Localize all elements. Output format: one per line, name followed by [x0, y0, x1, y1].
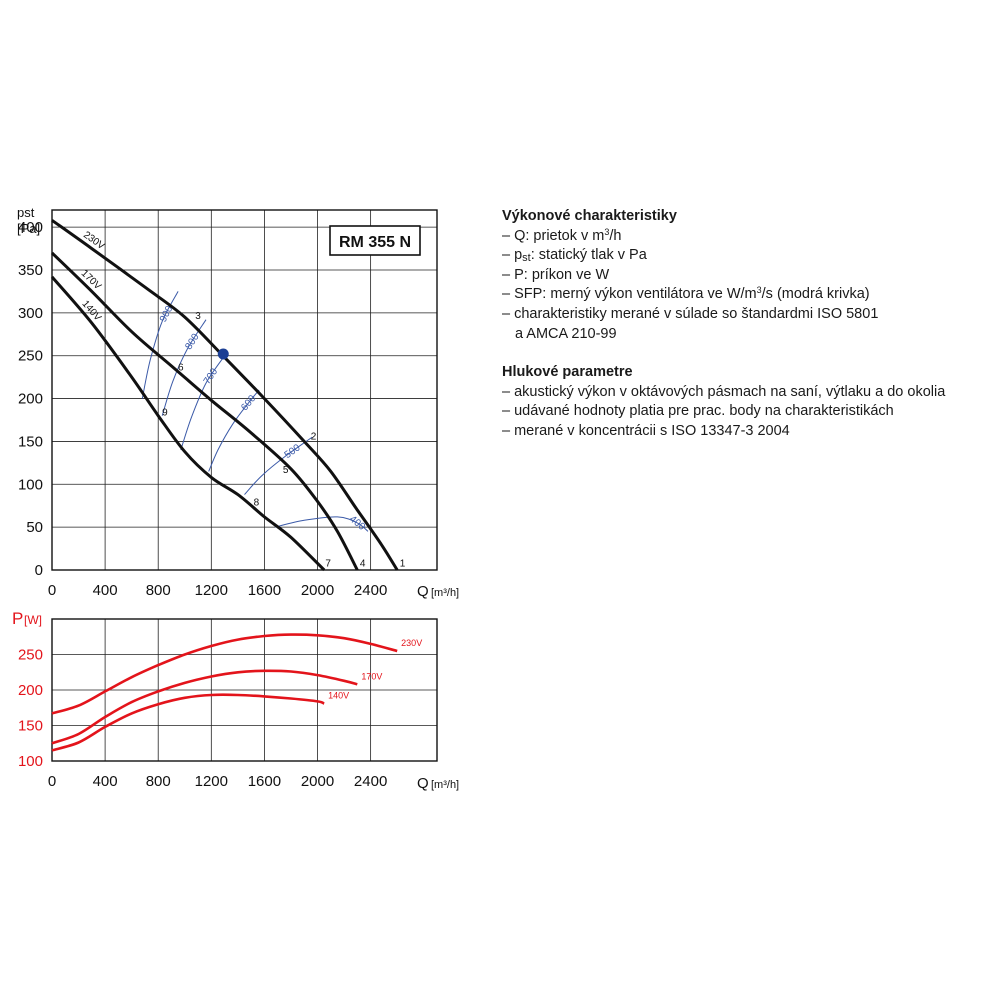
x-axis-unit: [m³/h] — [431, 587, 459, 599]
y-tick-label: 250 — [18, 348, 43, 365]
sfp-curve — [208, 389, 260, 472]
performance-item: – P: príkon ve W — [502, 266, 610, 283]
point-label: 8 — [254, 498, 260, 509]
x-tick-label: 2000 — [301, 773, 334, 790]
plot-frame — [51, 618, 438, 762]
x-tick-label: 2400 — [354, 773, 387, 790]
x-tick-label: 400 — [93, 582, 118, 599]
y-tick-label: 100 — [18, 476, 43, 493]
y-tick-label: 350 — [18, 262, 43, 279]
fan-curve — [50, 275, 326, 572]
x-tick-label: 0 — [48, 773, 56, 790]
y-axis-label: P — [12, 609, 23, 628]
point-label: 7 — [325, 559, 331, 570]
power-curve — [51, 633, 398, 715]
point-label: 4 — [360, 559, 366, 570]
x-tick-label: 800 — [146, 582, 171, 599]
x-axis-unit: [m³/h] — [431, 779, 459, 791]
sfp-label: 600 — [239, 393, 258, 413]
noise-item: – merané v koncentrácii s ISO 13347-3 20… — [502, 422, 790, 439]
y-tick-label: 150 — [18, 718, 43, 735]
noise-item: – udávané hodnoty platia pre prac. body … — [502, 403, 894, 420]
power-chart: 0 400 800 1200 1600 2000 2400 100 150 200 250 P [W] Q… — [12, 609, 459, 792]
y-tick-label: 250 — [18, 647, 43, 664]
point-label: 5 — [283, 465, 289, 476]
sfp-label: 800 — [183, 332, 201, 352]
y-tick-label: 100 — [18, 753, 43, 770]
voltage-label: 230V — [401, 638, 422, 648]
x-tick-label: 1600 — [248, 582, 281, 599]
performance-item: – charakteristiky merané v súlade so šta… — [502, 305, 879, 322]
point-label: 3 — [195, 311, 201, 322]
x-tick-label: 400 — [93, 773, 118, 790]
performance-item: – Q: prietok v m3/h — [502, 226, 622, 244]
sfp-curve — [274, 516, 369, 532]
x-tick-label: 1200 — [195, 582, 228, 599]
sfp-label: 700 — [202, 366, 221, 386]
y-axis-unit: [Pa] — [17, 221, 40, 236]
y-tick-label: 0 — [35, 562, 43, 579]
x-tick-label: 0 — [48, 582, 56, 599]
performance-heading: Výkonové charakteristiky — [502, 208, 677, 224]
performance-item: – pst: statický tlak v Pa — [502, 247, 647, 265]
y-tick-label: 150 — [18, 433, 43, 450]
voltage-label: 140V — [328, 690, 349, 700]
y-axis-label: pst — [17, 205, 35, 220]
fan-curve — [51, 219, 399, 571]
point-label: 1 — [400, 559, 406, 570]
sfp-curve — [244, 436, 313, 495]
performance-list-continuation: a AMCA 210-99 — [515, 325, 617, 342]
power-curve — [51, 669, 358, 745]
x-tick-label: 800 — [146, 773, 171, 790]
chart-title: RM 355 N — [339, 234, 411, 251]
noise-item: – akustický výkon v oktávových pásmach n… — [502, 383, 946, 400]
y-tick-label: 300 — [18, 305, 43, 322]
y-tick-label: 200 — [18, 682, 43, 699]
characteristics-description: Výkonové charakteristiky – Q: prietok v … — [502, 207, 992, 442]
x-axis-label: Q — [417, 583, 429, 600]
y-tick-label: 200 — [18, 391, 43, 408]
sfp-curve — [161, 319, 207, 416]
y-tick-label: 50 — [26, 519, 43, 536]
point-label: 6 — [178, 362, 184, 373]
point-label: 2 — [311, 432, 317, 443]
sfp-label: 500 — [283, 442, 303, 461]
noise-list: – akustický výkon v oktávových pásmach n… — [502, 383, 992, 442]
y-tick-label: 400 — [18, 219, 43, 236]
sfp-label: 400 — [347, 514, 367, 533]
voltage-label: 170V — [361, 671, 382, 681]
operating-point — [217, 348, 229, 360]
pressure-chart: 0 400 800 1200 1600 2000 240005010015020025030… — [17, 205, 459, 600]
noise-heading: Hlukové parametre — [502, 364, 633, 381]
performance-item: – SFP: merný výkon ventilátora ve W/m3/s… — [502, 285, 870, 303]
model-title-box — [329, 225, 421, 256]
plot-frame — [51, 209, 438, 571]
fan-curve — [50, 251, 359, 571]
performance-list: – Q: prietok v m3/h – pst: statický tlak … — [502, 227, 992, 325]
x-tick-label: 2400 — [354, 582, 387, 599]
sfp-curve — [141, 291, 179, 399]
point-label: 9 — [162, 408, 168, 419]
x-axis-label: Q — [417, 775, 429, 792]
x-tick-label: 2000 — [301, 582, 334, 599]
sfp-curve — [180, 355, 226, 451]
power-curve — [51, 693, 325, 752]
x-tick-label: 1200 — [195, 773, 228, 790]
x-tick-label: 1600 — [248, 773, 281, 790]
y-axis-unit: [W] — [24, 613, 42, 627]
